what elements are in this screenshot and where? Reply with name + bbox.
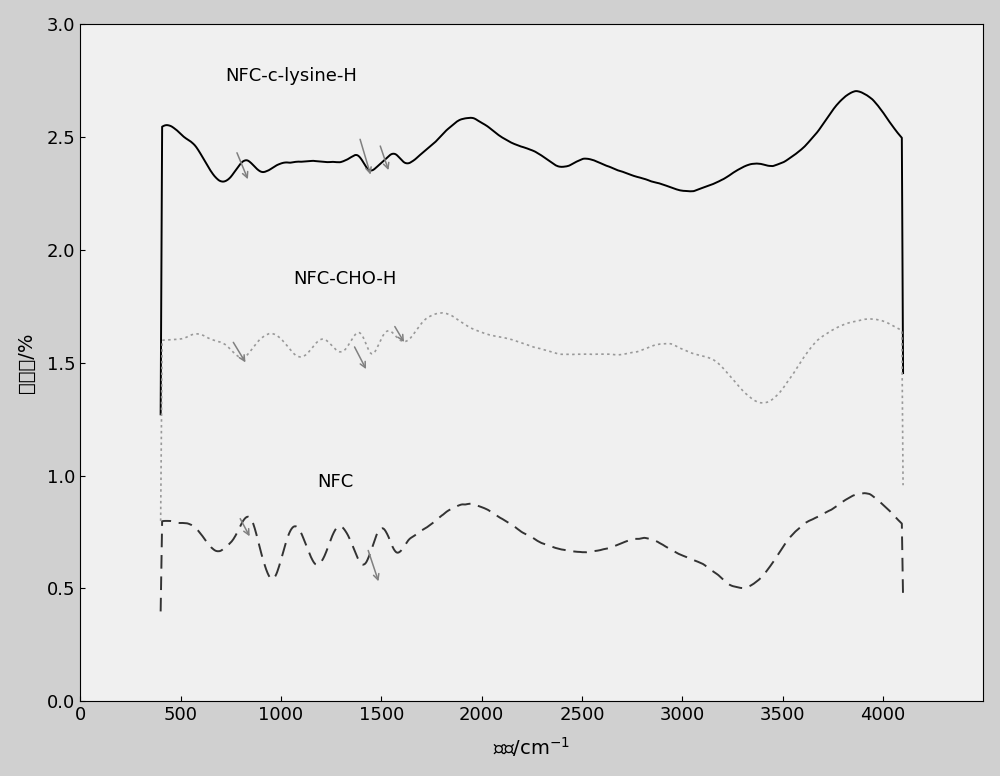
X-axis label: 波数/cm$^{-1}$: 波数/cm$^{-1}$ (493, 736, 570, 760)
Text: NFC-c-lysine-H: NFC-c-lysine-H (225, 67, 357, 85)
Text: NFC: NFC (317, 473, 353, 491)
Y-axis label: 透过率/%: 透过率/% (17, 332, 36, 393)
Text: NFC-CHO-H: NFC-CHO-H (294, 270, 397, 288)
